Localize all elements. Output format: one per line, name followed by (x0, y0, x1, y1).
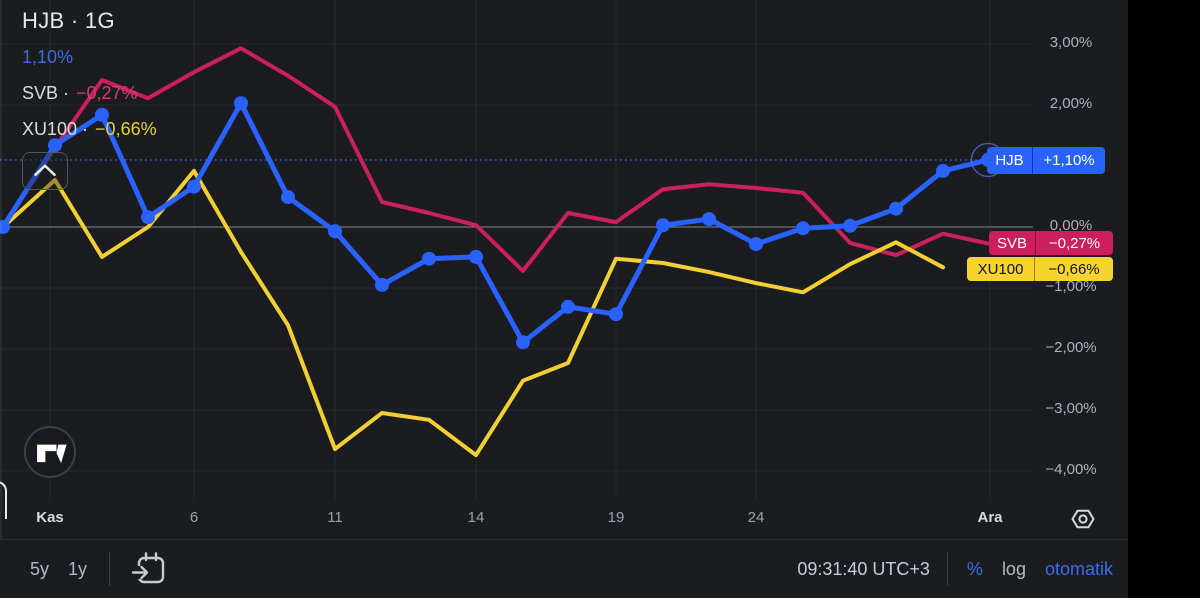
left-edge-highlight (0, 0, 2, 539)
price-label-hjb: HJB +1,10% (987, 147, 1105, 174)
price-axis-label: −2,00% (1045, 339, 1097, 356)
legend-collapse-button[interactable] (22, 152, 68, 190)
price-axis-label: 2,00% (1049, 95, 1093, 112)
time-axis-label: 14 (467, 509, 485, 526)
compare-row-xu100[interactable]: XU100 · −0,66% (22, 119, 157, 140)
price-label-svb-symbol: SVB (989, 231, 1036, 255)
toolbar-separator (109, 552, 111, 586)
tradingview-chart-app: HJB · 1G 1,10% SVB · −0,27% XU100 · −0,66%… (0, 0, 1128, 598)
price-label-svb: SVB −0,27% (989, 231, 1113, 255)
time-axis-label: 19 (607, 509, 625, 526)
time-axis-label: 11 (327, 509, 343, 526)
price-label-hjb-symbol: HJB (987, 147, 1033, 174)
price-label-svb-value: −0,27% (1048, 234, 1101, 252)
price-axis-label: 3,00% (1049, 34, 1093, 51)
time-axis-label: Ara (977, 509, 1003, 526)
toolbar-left: 5y 1y (0, 540, 170, 598)
percent-scale-toggle[interactable]: % (966, 558, 983, 579)
time-axis-label: Kas (36, 509, 64, 526)
screen-edge-artifact (0, 481, 7, 519)
range-1y-button[interactable]: 1y (68, 558, 88, 579)
compare-row-svb[interactable]: SVB · −0,27% (22, 83, 157, 104)
price-axis-label: −3,00% (1045, 400, 1097, 417)
letterbox-right (1128, 0, 1200, 598)
price-axis-label: −1,00% (1045, 278, 1097, 295)
toolbar-separator (946, 552, 948, 586)
price-label-xu100-symbol: XU100 (967, 257, 1035, 281)
time-axis-label: 6 (189, 509, 199, 526)
price-axis-label: 0,00% (1049, 217, 1093, 234)
price-label-hjb-value: +1,10% (1043, 152, 1095, 169)
tradingview-logo-glyph (37, 444, 67, 464)
goto-date-calendar-icon[interactable] (130, 549, 170, 589)
clock-readout[interactable]: 09:31:40 UTC+3 (797, 558, 930, 579)
chart-legend: HJB · 1G 1,10% SVB · −0,27% XU100 · −0,66% (22, 8, 157, 140)
time-axis-label: 24 (747, 509, 765, 526)
price-label-xu100: XU100 −0,66% (967, 257, 1113, 281)
tradingview-logo[interactable] (24, 426, 76, 478)
symbol-change-value: 1,10% (22, 47, 74, 67)
log-scale-toggle[interactable]: log (1001, 558, 1026, 579)
price-chart-canvas[interactable] (0, 0, 1128, 540)
toolbar-divider-line (0, 539, 1128, 540)
compare-value-xu100: −0,66% (95, 119, 157, 139)
price-label-xu100-value: −0,66% (1048, 260, 1100, 278)
range-5y-button[interactable]: 5y (30, 558, 50, 579)
compare-symbol-svb: SVB · (22, 83, 70, 103)
compare-value-svb: −0,27% (76, 83, 138, 103)
toolbar-right: 09:31:40 UTC+3 % log otomatik (797, 540, 1113, 598)
chevron-up-icon (34, 164, 56, 177)
price-axis-label: −4,00% (1045, 461, 1097, 478)
compare-symbol-xu100: XU100 · (22, 119, 89, 139)
auto-scale-toggle[interactable]: otomatik (1044, 558, 1113, 579)
settings-hexagon-icon[interactable] (1068, 504, 1098, 534)
symbol-title[interactable]: HJB · 1G (22, 8, 115, 33)
